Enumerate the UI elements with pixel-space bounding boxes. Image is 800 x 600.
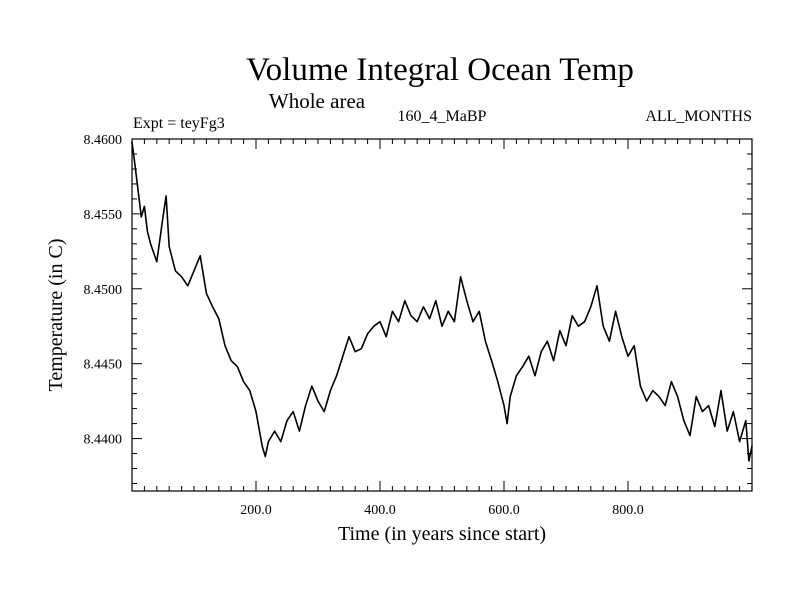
season-label: ALL_MONTHS [645, 108, 752, 125]
y-tick-label: 8.4550 [84, 208, 123, 223]
expt-label: Expt = teyFg3 [133, 115, 225, 132]
plot-frame [131, 138, 753, 492]
axis-ticks: 200.0 400.0 600.0 800.0 8.4400 8.4450 8.4500 8.… [84, 133, 752, 518]
x-tick-label: 800.0 [612, 503, 644, 518]
chart-subtitle: Whole area [269, 89, 366, 113]
x-tick-label: 200.0 [240, 503, 272, 518]
y-axis-label: Temperature (in C) [45, 239, 67, 392]
temperature-series-line [131, 141, 753, 462]
y-tick-label: 8.4600 [84, 133, 123, 148]
y-tick-label: 8.4450 [84, 358, 123, 373]
y-tick-label: 8.4500 [84, 283, 123, 298]
series-layer [131, 141, 753, 462]
x-tick-label: 600.0 [488, 503, 520, 518]
run-label: 160_4_MaBP [398, 108, 487, 125]
x-tick-label: 400.0 [364, 503, 396, 518]
y-tick-label: 8.4400 [84, 433, 123, 448]
chart-title: Volume Integral Ocean Temp [246, 52, 634, 88]
x-axis-label: Time (in years since start) [338, 523, 546, 545]
